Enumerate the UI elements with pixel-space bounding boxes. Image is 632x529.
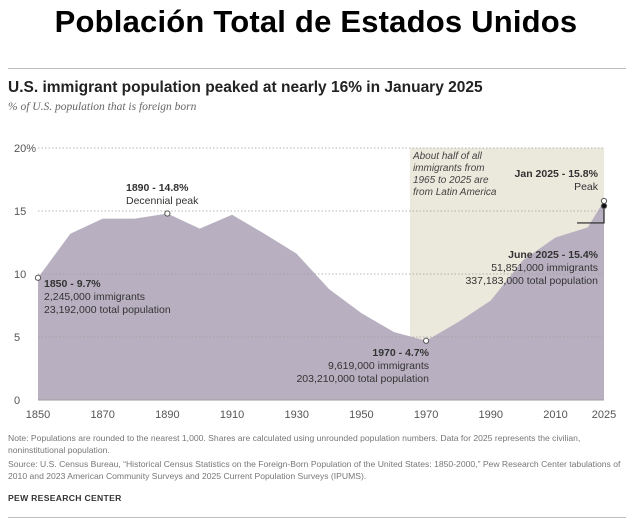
y-tick-label: 0 [14, 395, 20, 407]
x-tick-label: 1970 [414, 409, 438, 421]
annotation-1850-title: 1850 - 9.7% [44, 278, 101, 290]
pew-credit: PEW RESEARCH CENTER [8, 493, 122, 503]
shaded-note-line: About half of all [412, 151, 483, 162]
foreign-born-area [38, 200, 604, 400]
annotation-june-2025-line2: 337,183,000 total population [465, 275, 598, 287]
annotation-1970-line1: 9,619,000 immigrants [328, 360, 429, 372]
area-chart: 0 5 10 15 20% 1850 1870 1890 1910 1930 1950 1970 199… [14, 143, 616, 421]
x-tick-label: 1910 [220, 409, 244, 421]
x-tick-label: 1890 [155, 409, 179, 421]
footnote-source: Source: U.S. Census Bureau, “Historical … [8, 459, 621, 481]
leader-line [577, 205, 605, 224]
marker-june-2025 [600, 202, 608, 210]
marker-1850 [34, 274, 42, 281]
annotation-jan-2025-title: Jan 2025 - 15.8% [515, 168, 599, 180]
top-divider [8, 68, 626, 69]
annotation-1890-title: 1890 - 14.8% [126, 182, 189, 194]
marker-jan-2025 [600, 197, 608, 205]
bottom-divider [8, 517, 626, 518]
y-tick-label: 15 [14, 206, 26, 218]
shaded-note-line: immigrants from [413, 163, 485, 174]
annotation-jan-2025-line1: Peak [574, 181, 599, 193]
shaded-note-line: 1965 to 2025 are [413, 175, 489, 186]
x-tick-label: 1930 [285, 409, 309, 421]
annotation-june-2025-title: June 2025 - 15.4% [508, 249, 599, 261]
y-tick-label: 20% [14, 143, 36, 155]
x-tick-label: 1990 [479, 409, 503, 421]
y-tick-label: 5 [14, 332, 20, 344]
marker-1970 [423, 337, 430, 344]
annotation-1850-line2: 23,192,000 total population [44, 304, 171, 316]
slide-title: Población Total de Estados Unidos [54, 4, 578, 39]
x-tick-label: 1870 [90, 409, 114, 421]
footnote-note: Note: Populations are rounded to the nea… [8, 433, 581, 455]
x-tick-label: 2010 [543, 409, 567, 421]
chart-subtitle: % of U.S. population that is foreign bor… [8, 101, 197, 113]
annotation-june-2025-line1: 51,851,000 immigrants [491, 262, 598, 274]
chart-title: U.S. immigrant population peaked at near… [8, 79, 483, 96]
annotation-1890-line1: Decennial peak [126, 195, 199, 207]
x-tick-label: 1950 [349, 409, 373, 421]
shaded-note-line: from Latin America [413, 187, 497, 198]
marker-1890 [164, 210, 171, 217]
annotation-1970-title: 1970 - 4.7% [372, 347, 429, 359]
x-tick-label: 1850 [26, 409, 50, 421]
y-tick-label: 10 [14, 269, 26, 281]
annotation-1970-line2: 203,210,000 total population [296, 373, 429, 385]
annotation-1850-line1: 2,245,000 immigrants [44, 291, 145, 303]
x-tick-label: 2025 [592, 409, 616, 421]
